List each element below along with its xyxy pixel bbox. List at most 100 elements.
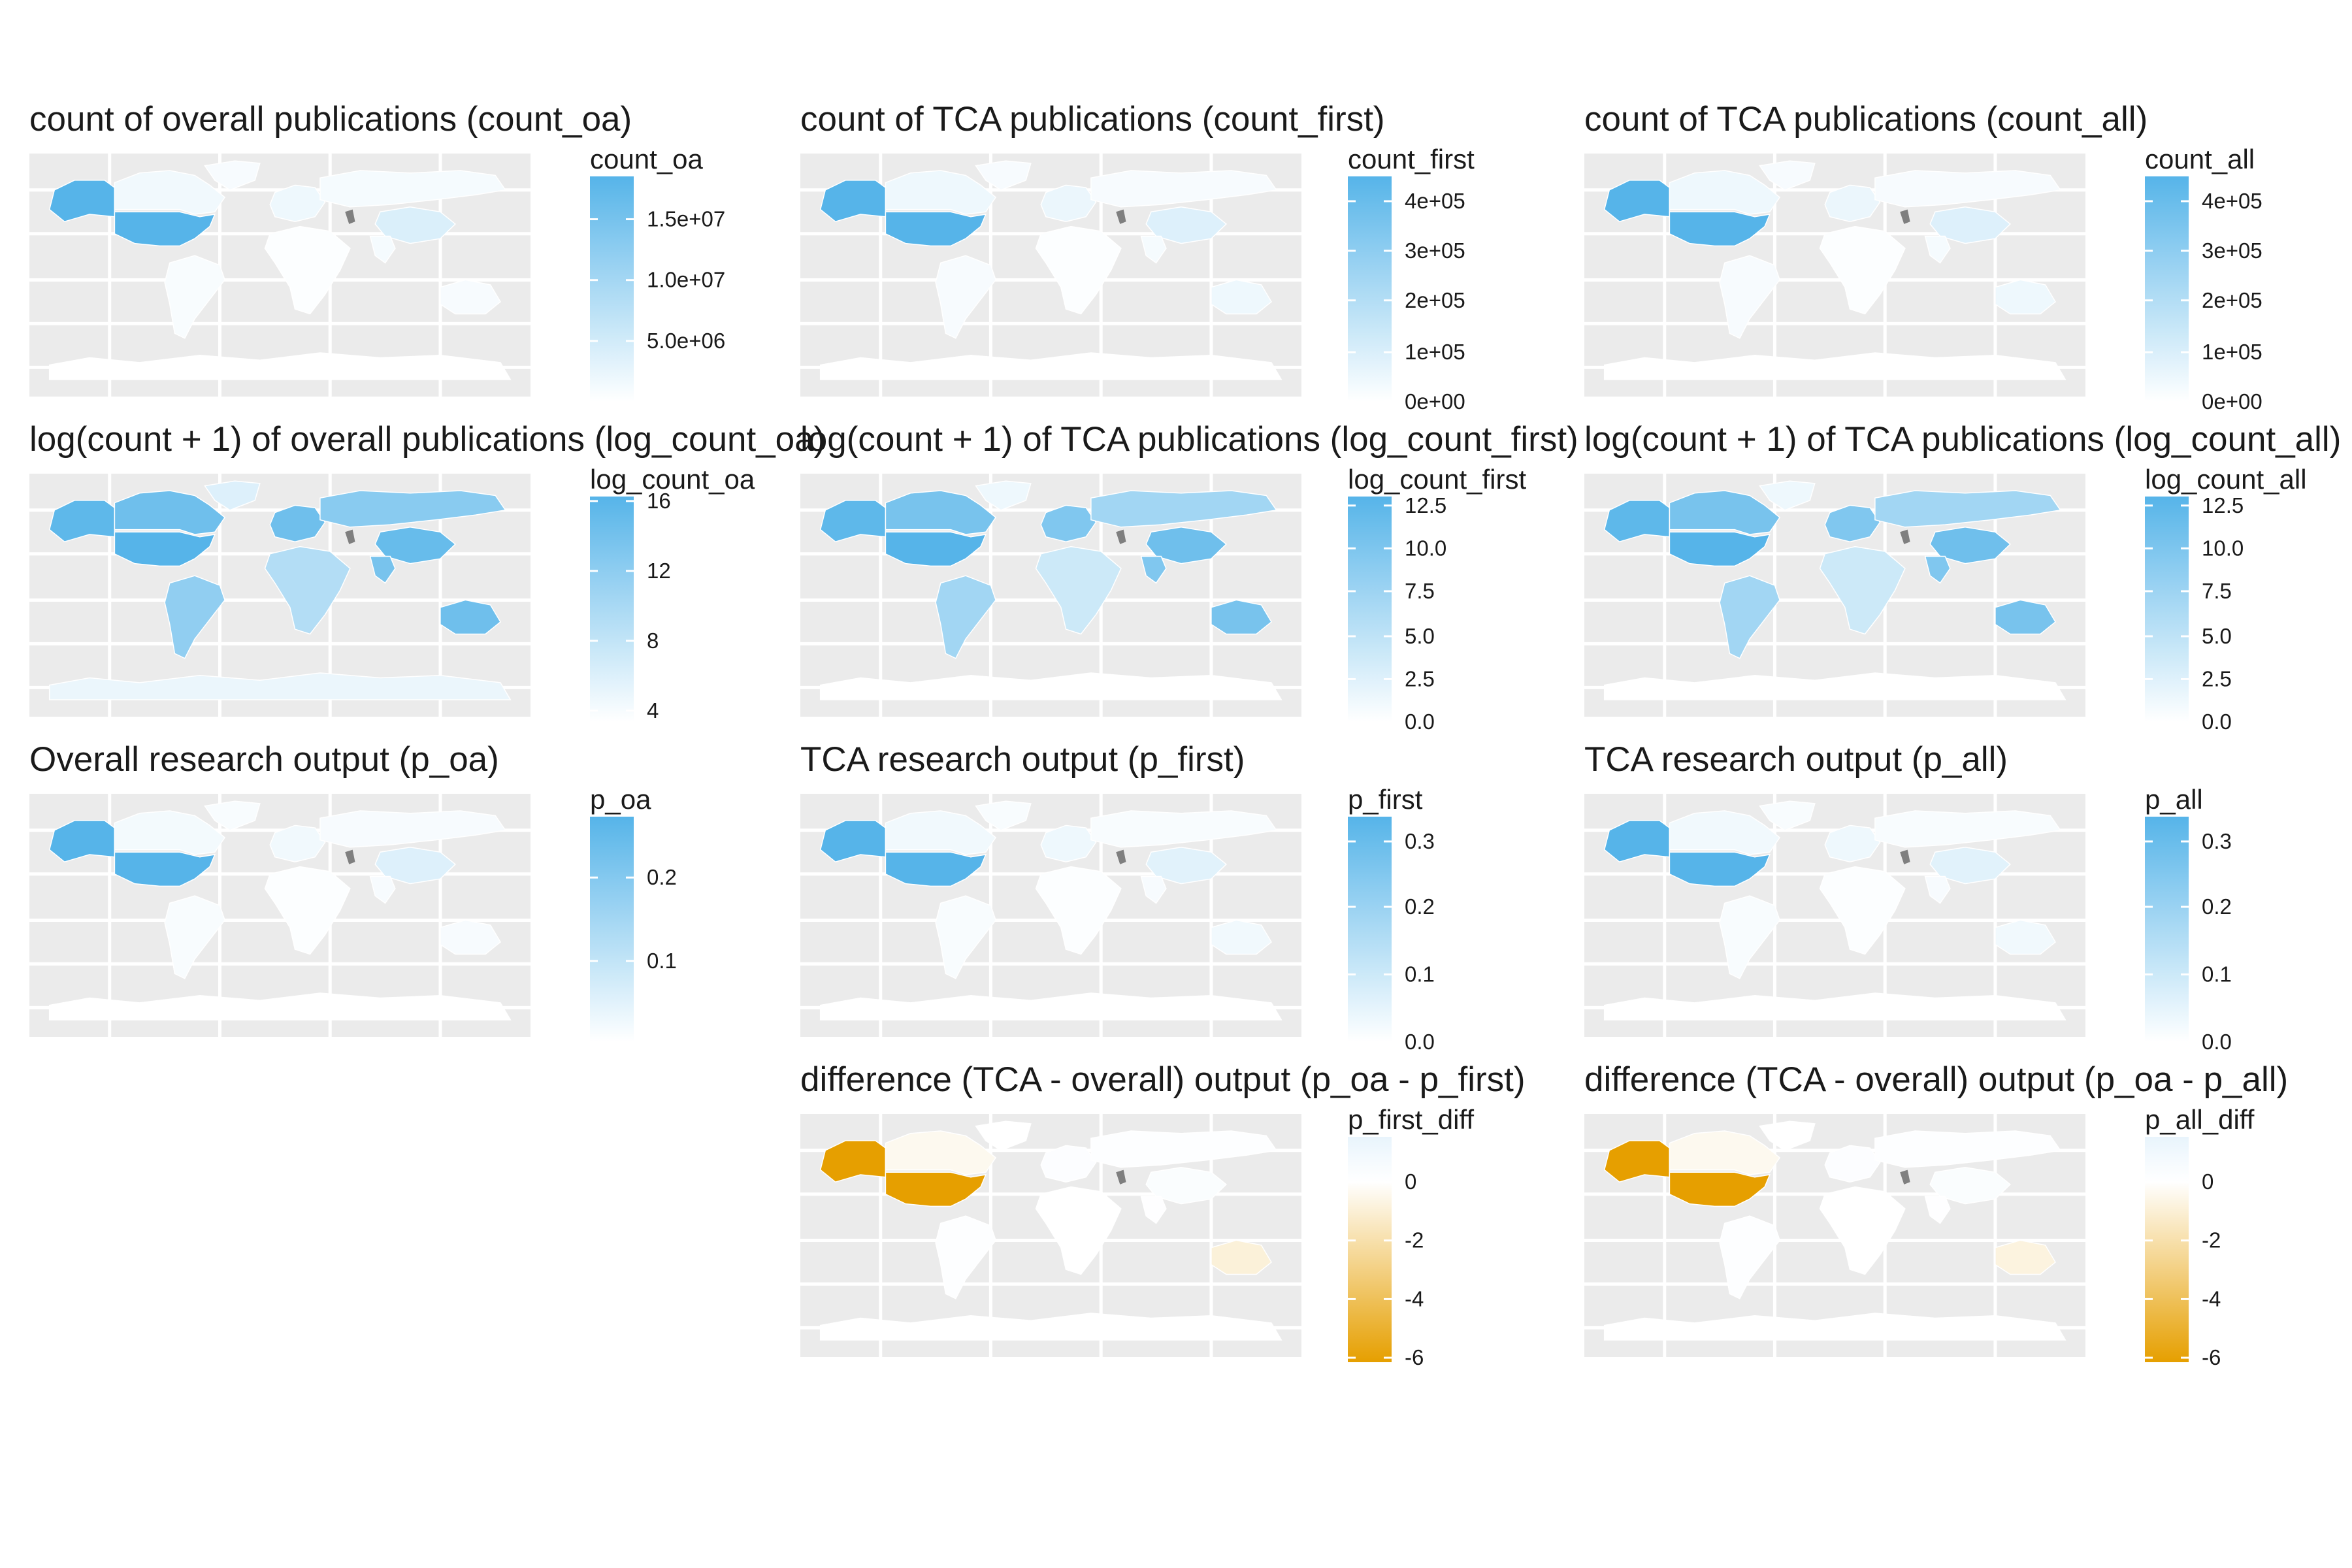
legend-tick-label: -2	[2202, 1228, 2221, 1252]
country-canada	[885, 170, 997, 215]
country-india	[1140, 555, 1167, 584]
country-south-america	[935, 1215, 996, 1299]
legend-tick-label: 4	[647, 698, 659, 723]
map-countries	[48, 480, 512, 700]
country-europe	[1040, 184, 1097, 222]
country-china	[1145, 527, 1228, 564]
country-antarctica	[819, 352, 1282, 380]
country-africa	[1035, 866, 1122, 955]
country-canada	[1669, 490, 1781, 535]
country-australia	[1211, 279, 1272, 315]
panel-p_all_diff: difference (TCA - overall) output (p_oa …	[1584, 1060, 2288, 1369]
country-africa	[264, 546, 351, 635]
legend-title: count_oa	[590, 144, 703, 174]
country-europe	[269, 825, 326, 862]
legend-tick-label: 0e+00	[2202, 389, 2262, 414]
country-australia	[1211, 599, 1272, 635]
country-russia	[1874, 810, 2061, 848]
country-china	[1929, 206, 2012, 244]
legend-colorbar	[2145, 497, 2189, 722]
country-india	[1924, 1196, 1951, 1224]
panel-title: log(count + 1) of TCA publications (log_…	[1584, 420, 2341, 459]
legend-tick-label: 4e+05	[2202, 189, 2262, 213]
legend-title: log_count_oa	[590, 464, 755, 495]
legend-tick-label: 0.2	[647, 865, 677, 889]
legend-title: p_first_diff	[1348, 1104, 1474, 1135]
country-antarctica	[819, 992, 1282, 1021]
country-europe	[269, 184, 326, 222]
country-canada	[1669, 810, 1781, 855]
panel-title: TCA research output (p_first)	[800, 740, 1245, 779]
country-south-america	[1719, 895, 1780, 979]
country-australia	[1995, 919, 2056, 955]
map-countries	[819, 480, 1282, 700]
panel-title: count of TCA publications (count_all)	[1584, 100, 2148, 139]
country-missing-data	[1116, 1169, 1126, 1184]
legend-tick-label: 3e+05	[1405, 238, 1465, 263]
country-australia	[1995, 279, 2056, 315]
legend-tick-label: 0.0	[2202, 1030, 2232, 1054]
legend-title: count_all	[2145, 144, 2255, 174]
country-china	[374, 527, 457, 564]
country-greenland	[204, 480, 261, 511]
legend-title: p_first	[1348, 784, 1423, 815]
legend-tick-label: 0	[1405, 1169, 1416, 1194]
legend-tick-label: -6	[2202, 1345, 2221, 1369]
country-missing-data	[1116, 529, 1126, 544]
country-greenland	[204, 800, 261, 831]
country-usa	[885, 1171, 987, 1207]
country-south-america	[164, 255, 225, 339]
legend-count_oa: count_oa 1.5e+07 1.0e+07 5.0e+06	[590, 144, 725, 402]
country-missing-data	[345, 849, 355, 864]
legend-tick-label: 0.2	[2202, 894, 2232, 919]
country-canada	[114, 170, 226, 215]
country-antarctica	[1603, 992, 2066, 1021]
country-europe	[1824, 825, 1881, 862]
legend-tick-label: 8	[647, 629, 659, 653]
map-countries	[819, 160, 1282, 380]
country-russia	[1090, 1130, 1277, 1168]
panel-title: log(count + 1) of overall publications (…	[29, 420, 825, 459]
legend-tick-label: 1e+05	[2202, 340, 2262, 364]
country-india	[1924, 235, 1951, 264]
map-countries	[1603, 480, 2066, 700]
country-usa	[114, 851, 216, 887]
panel-p_all: TCA research output (p_all) p_all 0.3 0.2 0.…	[1584, 740, 2232, 1054]
country-south-america	[935, 895, 996, 979]
map-countries	[48, 800, 512, 1021]
country-south-america	[935, 575, 996, 659]
legend-tick-label: 0	[2202, 1169, 2213, 1194]
country-canada	[885, 1130, 997, 1175]
legend-tick-label: 12	[647, 559, 671, 583]
country-usa	[885, 211, 987, 247]
legend-tick-label: 0.0	[2202, 710, 2232, 734]
legend-tick-label: -6	[1405, 1345, 1424, 1369]
country-south-america	[1719, 575, 1780, 659]
panel-title: log(count + 1) of TCA publications (log_…	[800, 420, 1578, 459]
country-china	[1929, 527, 2012, 564]
country-india	[1924, 555, 1951, 584]
country-south-america	[1719, 1215, 1780, 1299]
legend-colorbar	[1348, 176, 1392, 402]
country-china	[374, 847, 457, 885]
country-europe	[1040, 1145, 1097, 1183]
map-countries	[48, 160, 512, 380]
country-missing-data	[1900, 849, 1910, 864]
country-russia	[1874, 1130, 2061, 1168]
country-missing-data	[345, 209, 355, 224]
country-greenland	[1759, 800, 1816, 831]
country-antarctica	[1603, 352, 2066, 380]
country-australia	[1211, 919, 1272, 955]
country-africa	[264, 866, 351, 955]
country-missing-data	[1900, 529, 1910, 544]
country-south-america	[1719, 255, 1780, 339]
country-china	[1929, 847, 2012, 885]
legend-tick-label: 2e+05	[2202, 288, 2262, 312]
country-canada	[885, 810, 997, 855]
country-greenland	[975, 1120, 1032, 1151]
country-australia	[1995, 1239, 2056, 1275]
legend-tick-label: 5.0	[2202, 624, 2232, 648]
legend-colorbar	[2145, 817, 2189, 1042]
legend-p_oa: p_oa 0.2 0.1	[590, 784, 677, 1042]
country-australia	[1211, 1239, 1272, 1275]
